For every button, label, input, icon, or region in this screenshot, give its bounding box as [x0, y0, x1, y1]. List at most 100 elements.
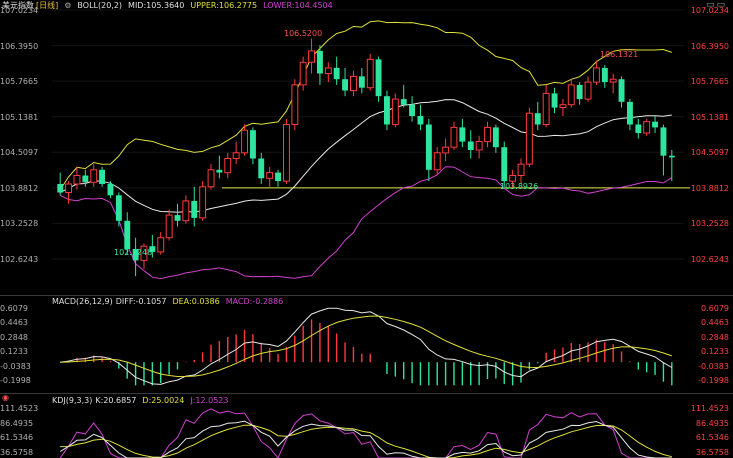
- candle-body: [593, 67, 600, 83]
- macd-axis-tick-label: 0.1233: [0, 347, 28, 357]
- candle-body: [459, 127, 466, 142]
- candle: [157, 232, 165, 255]
- candle-body: [232, 152, 240, 160]
- candle-body: [124, 220, 131, 250]
- candle: [191, 186, 198, 227]
- period-label[interactable]: [日线]: [36, 1, 59, 10]
- settings-icon[interactable]: ⚙: [64, 1, 72, 10]
- candle: [283, 118, 290, 184]
- kdj-k: K:20.6857: [95, 396, 137, 405]
- candle-body: [668, 155, 675, 158]
- candle-body: [425, 124, 432, 170]
- candle: [333, 56, 340, 85]
- candle-body: [65, 183, 72, 193]
- kdj-j-line: [59, 408, 672, 458]
- candle-body: [417, 116, 424, 125]
- candle-body: [174, 215, 181, 221]
- candle: [132, 237, 139, 277]
- candle-body: [275, 172, 281, 182]
- candle: [425, 118, 432, 182]
- candle-body: [342, 79, 348, 91]
- candle: [459, 118, 466, 148]
- candle-body: [584, 81, 592, 100]
- candle: [250, 127, 256, 165]
- candle: [534, 101, 541, 131]
- candle-body: [216, 169, 223, 173]
- candle: [115, 192, 122, 227]
- candle-body: [250, 130, 256, 159]
- candle-body: [643, 121, 651, 134]
- candle: [266, 166, 274, 187]
- high-annotation-right: 106.1321: [600, 50, 639, 59]
- price-axis-tick-label: 105.1381: [0, 112, 39, 122]
- candle: [199, 181, 207, 221]
- candle-body: [157, 237, 165, 253]
- candle-body: [475, 141, 483, 151]
- candle: [165, 209, 173, 241]
- macd-axis-tick-label: 0.6079: [701, 304, 729, 313]
- candle: [57, 172, 64, 196]
- candle: [99, 166, 105, 187]
- candle: [90, 164, 98, 187]
- kdj-settings-icon[interactable]: ◉: [2, 393, 9, 402]
- candle: [350, 70, 357, 97]
- candle-body: [442, 146, 450, 154]
- candle-body: [635, 124, 642, 133]
- price-axis-tick-label: 105.7665: [0, 77, 39, 87]
- boll-label[interactable]: BOLL(20,2): [77, 1, 123, 10]
- kdj-d: D:25.0024: [142, 396, 185, 405]
- candle: [475, 135, 483, 159]
- price-axis-tick-label: 107.0234: [690, 6, 729, 15]
- candle: [232, 141, 240, 165]
- candle: [149, 234, 156, 258]
- candle: [342, 67, 348, 97]
- candle: [358, 67, 365, 94]
- candle-body: [241, 129, 249, 154]
- candle-body: [283, 124, 290, 182]
- candle-body: [132, 249, 139, 261]
- candle: [450, 121, 458, 151]
- macd-dea: DEA:0.0386: [172, 297, 220, 306]
- window-buttons[interactable]: ▭▭: [705, 0, 727, 10]
- candle-body: [409, 104, 415, 116]
- kdj-axis-tick-label: 111.4523: [0, 404, 39, 413]
- candle: [224, 152, 232, 179]
- candle: [324, 62, 332, 83]
- candle: [668, 150, 675, 182]
- candle-body: [525, 112, 533, 165]
- candle: [366, 53, 374, 91]
- candle-body: [308, 50, 316, 63]
- candle-body: [627, 101, 633, 125]
- price-axis-tick-label: 103.2528: [690, 219, 729, 229]
- kdj-axis-tick-label: 111.4523: [690, 404, 729, 413]
- candle-body: [90, 169, 98, 183]
- price-axis-tick-label: 105.1381: [690, 112, 729, 122]
- symbol-name[interactable]: 美元指数: [2, 1, 34, 10]
- candle: [525, 107, 533, 167]
- candle-body: [492, 127, 499, 148]
- macd-label[interactable]: MACD(26,12,9): [52, 297, 113, 306]
- candle: [299, 56, 307, 91]
- macd-diff-line: [60, 307, 673, 385]
- candle: [551, 87, 558, 114]
- candle: [140, 243, 148, 269]
- kdj-label[interactable]: KDJ(9,3,3): [52, 396, 93, 405]
- kdj-d-line: [60, 424, 672, 458]
- macd-axis-tick-label: 0.2848: [701, 332, 729, 342]
- candle: [635, 118, 642, 139]
- kdj-axis-tick-label: 61.5346: [695, 433, 729, 443]
- candle-body: [291, 84, 299, 125]
- candle-body: [467, 141, 474, 150]
- candle-body: [149, 246, 156, 252]
- candle-body: [299, 61, 307, 86]
- macd-axis-tick-label: 0.2848: [0, 332, 28, 342]
- boll-mid-line: [59, 99, 672, 213]
- candle: [375, 56, 382, 102]
- price-axis-tick-label: 103.8812: [690, 183, 729, 193]
- high-annotation: 106.5200: [284, 29, 323, 38]
- candle: [442, 138, 450, 162]
- candle: [82, 169, 89, 187]
- price-axis-tick-label: 102.6243: [0, 255, 39, 264]
- price-axis-tick-label: 103.2528: [0, 219, 39, 229]
